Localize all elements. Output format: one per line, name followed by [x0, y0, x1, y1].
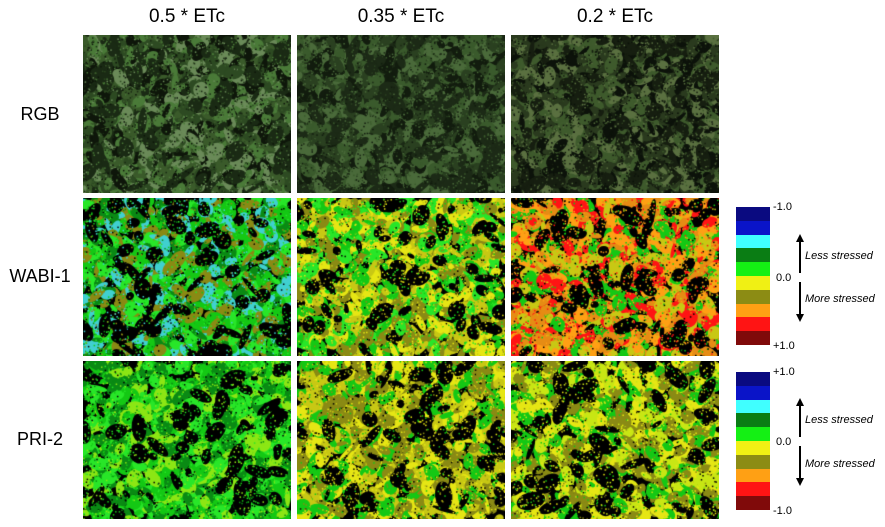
pri-tick-bottom: -1.0	[773, 505, 792, 517]
pri-tick-top: +1.0	[773, 366, 795, 378]
column-header-0.2-etc: 0.2 * ETc	[576, 6, 654, 27]
wabi-tick-mid: 0.0	[776, 272, 792, 284]
column-header-0.5-etc: 0.5 * ETc	[148, 6, 226, 27]
colorbar-swatch	[736, 372, 770, 386]
colorbar-swatch	[736, 262, 770, 276]
colorbar-swatch	[736, 317, 770, 332]
wabi-arrow-up-icon	[796, 234, 804, 242]
colorbar-swatch	[736, 275, 770, 290]
wabi-arrow-line-down	[799, 282, 801, 314]
wabi-map-0.5	[83, 198, 291, 356]
pri-map-0.35	[297, 361, 505, 519]
pri-arrow-line-up	[799, 404, 801, 437]
colorbar-swatch	[736, 331, 770, 345]
colorbar-swatch	[736, 427, 770, 441]
colorbar-swatch	[736, 248, 770, 263]
rgb-image-0.5	[83, 35, 291, 193]
colorbar-swatch	[736, 399, 770, 414]
pri-tick-mid: 0.0	[776, 436, 792, 448]
column-header-0.35-etc: 0.35 * ETc	[357, 6, 445, 27]
colorbar-swatch	[736, 413, 770, 428]
pri-less-stressed: Less stressed	[805, 414, 873, 426]
wabi-arrow-line-up	[799, 240, 801, 273]
colorbar-swatch	[736, 468, 770, 483]
colorbar-swatch	[736, 482, 770, 497]
pri-arrow-up-icon	[796, 398, 804, 406]
row-label-rgb: RGB	[20, 104, 60, 124]
colorbar-swatch	[736, 220, 770, 235]
colorbar-swatch	[736, 385, 770, 400]
pri-map-0.5	[83, 361, 291, 519]
pri-map-0.2	[511, 361, 719, 519]
colorbar-swatch	[736, 303, 770, 318]
colorbar-swatch	[736, 207, 770, 221]
wabi-map-0.2	[511, 198, 719, 356]
colorbar-swatch	[736, 454, 770, 469]
wabi-less-stressed: Less stressed	[805, 250, 873, 262]
row-label-wabi: WABI-1	[9, 266, 71, 286]
wabi-arrow-down-icon	[796, 314, 804, 322]
rgb-image-0.2	[511, 35, 719, 193]
pri-arrow-down-icon	[796, 478, 804, 486]
pri-colorbar	[736, 372, 770, 510]
wabi-map-0.35	[297, 198, 505, 356]
wabi-more-stressed: More stressed	[805, 293, 875, 305]
pri-more-stressed: More stressed	[805, 458, 875, 470]
wabi-colorbar	[736, 207, 770, 345]
wabi-tick-bottom: +1.0	[773, 340, 795, 352]
pri-arrow-line-down	[799, 446, 801, 478]
colorbar-swatch	[736, 234, 770, 249]
colorbar-swatch	[736, 289, 770, 304]
row-label-pri: PRI-2	[16, 429, 63, 449]
wabi-tick-top: -1.0	[773, 201, 792, 213]
colorbar-swatch	[736, 440, 770, 455]
rgb-image-0.35	[297, 35, 505, 193]
colorbar-swatch	[736, 496, 770, 510]
